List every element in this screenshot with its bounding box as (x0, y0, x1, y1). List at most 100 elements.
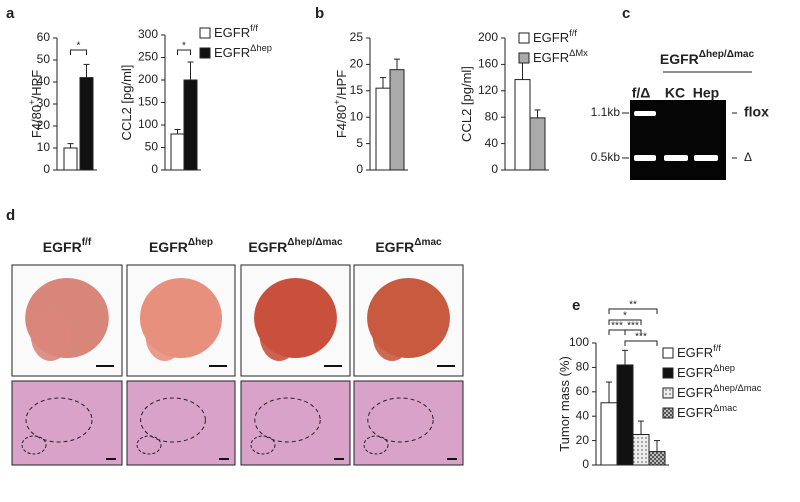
superscript: f/f (569, 28, 577, 38)
superscript: ΔMx (569, 48, 588, 58)
text-part: EGFR (660, 51, 699, 67)
column-title: EGFRΔhep/Δmac (248, 237, 343, 255)
bar (648, 451, 666, 466)
text-part: EGFR (533, 50, 569, 65)
histology-section (240, 380, 351, 466)
text-part: EGFR (43, 239, 82, 255)
size-label: 0.5kb (591, 150, 621, 164)
y-tick-label: 30 (37, 96, 51, 110)
legend-label: EGFRΔmac (677, 403, 737, 420)
bar (170, 133, 185, 171)
text-part: EGFR (677, 365, 713, 380)
legend-swatch (199, 27, 211, 39)
significance-label: * (623, 311, 627, 322)
bar (79, 77, 94, 171)
superscript: f/f (713, 343, 721, 353)
significance-bracket (624, 329, 642, 335)
y-tick-label: 100 (569, 335, 589, 349)
bar (616, 364, 634, 466)
significance-bracket (70, 49, 87, 55)
y-tick-label: 15 (350, 83, 364, 97)
liver-lobe (30, 309, 71, 361)
legend-label: EGFRΔhep (214, 43, 272, 60)
y-tick-label: 40 (485, 136, 499, 150)
text-part: F4/80 (334, 105, 349, 138)
tumor-outline (25, 397, 93, 443)
legend-label: EGFRΔMx (533, 48, 588, 65)
legend-swatch (518, 52, 530, 64)
legend-swatch (518, 32, 530, 44)
y-tick-label: 10 (37, 140, 51, 154)
band-label: Δ (744, 150, 752, 164)
bar (63, 147, 78, 171)
tumor-outline (21, 435, 47, 455)
y-axis-label: CCL2 [pg/ml] (119, 65, 134, 141)
text-part: EGFR (375, 239, 414, 255)
gel-title: EGFRΔhep/Δmac (660, 49, 755, 67)
histology-section (353, 380, 464, 466)
band-label: flox (744, 104, 769, 120)
text-part: EGFR (533, 30, 569, 45)
legend-label: EGFRf/f (214, 23, 258, 40)
lane-label: KC (665, 85, 685, 101)
legend-swatch (199, 47, 211, 59)
y-tick-label: 0 (151, 162, 158, 176)
text-part: EGFR (214, 45, 250, 60)
y-tick-label: 25 (350, 30, 364, 44)
y-tick-label: 120 (478, 83, 498, 97)
superscript: Δhep/Δmac (713, 383, 762, 393)
panel-label: e (572, 297, 580, 314)
superscript: f/f (250, 23, 258, 33)
text-part: /HPF (29, 70, 44, 100)
significance-label: *** (635, 332, 647, 343)
y-axis-label: Tumor mass (%) (557, 356, 572, 452)
text-part: CCL2 [pg/ml] (119, 65, 134, 141)
histology-images (11, 264, 464, 466)
tumor-outline (140, 397, 206, 443)
y-tick-label: 0 (43, 162, 50, 176)
bar (514, 79, 531, 171)
y-tick-label: 0 (356, 162, 363, 176)
text-part: EGFR (214, 25, 250, 40)
tumor-outline (136, 435, 162, 455)
significance-label: ** (629, 300, 637, 311)
superscript: Δhep (250, 43, 272, 53)
liver-lobe (372, 309, 412, 361)
legend-label: EGFRΔhep (677, 363, 735, 380)
panel-label: b (315, 5, 324, 22)
significance-bracket (608, 308, 658, 314)
y-axis-label: CCL2 [pg/ml] (459, 66, 474, 142)
y-tick-label: 160 (478, 57, 498, 71)
superscript: Δhep (188, 237, 213, 248)
significance-label: *** (611, 321, 623, 332)
legend-label: EGFRf/f (677, 343, 721, 360)
liver-lobe (145, 309, 185, 361)
y-tick-label: 20 (37, 118, 51, 132)
y-tick-label: 20 (350, 57, 364, 71)
y-tick-label: 40 (576, 408, 590, 422)
column-title: EGFRΔhep (149, 237, 213, 255)
significance-label: * (77, 41, 81, 52)
size-label: 1.1kb (591, 105, 621, 119)
panel-label: d (6, 207, 15, 224)
y-tick-label: 60 (37, 30, 51, 44)
superscript: Δhep (713, 363, 735, 373)
significance-label: * (182, 41, 186, 52)
bar (375, 87, 391, 171)
significance-bracket (624, 340, 658, 346)
bar (529, 117, 546, 171)
y-tick-label: 20 (576, 433, 590, 447)
y-tick-label: 0 (582, 457, 589, 471)
bar (183, 79, 198, 171)
text-part: EGFR (677, 345, 713, 360)
lane-label: f/Δ (632, 85, 651, 101)
bar (389, 69, 405, 171)
liver-lobe (259, 309, 299, 361)
legend-swatch (662, 387, 674, 399)
bar (600, 402, 618, 466)
legend-label: EGFRf/f (533, 28, 577, 45)
superscript: Δmac (414, 237, 442, 248)
column-title: EGFRΔmac (375, 237, 442, 255)
y-tick-label: 300 (138, 27, 158, 41)
